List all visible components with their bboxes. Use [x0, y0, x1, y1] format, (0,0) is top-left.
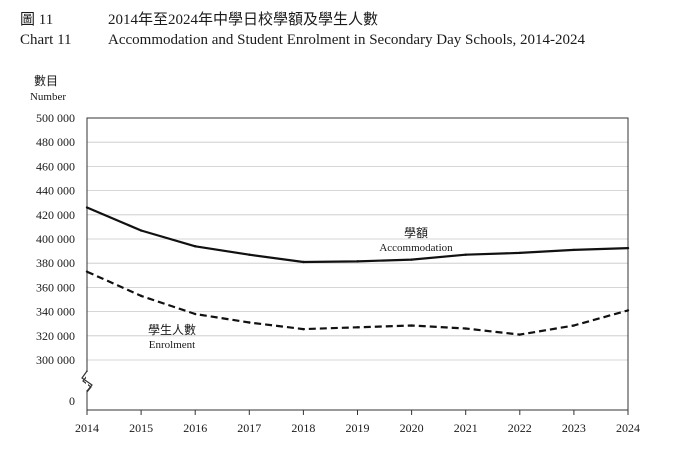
x-tick-label: 2023	[562, 421, 586, 435]
y-tick-label: 460 000	[36, 159, 75, 173]
data-point	[572, 324, 576, 327]
x-tick-label: 2014	[75, 421, 99, 435]
axes	[81, 117, 629, 415]
y-tick-label: 380 000	[36, 256, 75, 270]
data-point	[302, 327, 305, 331]
data-point	[626, 246, 630, 250]
axis-break-zigzag	[81, 370, 93, 392]
series	[85, 206, 630, 336]
chart-label-en: Chart 11	[20, 32, 72, 48]
tick-labels: 500 000 480 000 460 000 440 000 420 000 400 0…	[36, 111, 640, 435]
x-tick-label: 2020	[400, 421, 424, 435]
chart-label-cn: 圖 11	[20, 12, 54, 28]
x-tick-label: 2021	[454, 421, 478, 435]
x-tick-label: 2024	[616, 421, 640, 435]
data-point	[518, 333, 521, 336]
y-axis-title: Number	[30, 91, 66, 103]
data-point	[139, 229, 143, 232]
x-tick-label: 2022	[508, 421, 532, 435]
series-label-accommodation-en: Accommodation	[379, 242, 453, 254]
series-label-enrolment: 學生人數 Enrolment	[148, 323, 196, 351]
data-point	[572, 248, 576, 252]
x-tick-label: 2016	[183, 421, 207, 435]
data-point	[464, 253, 467, 256]
y-tick-label: 360 000	[36, 280, 75, 294]
data-point	[248, 253, 251, 256]
series-label-accommodation: 學額 Accommodation	[379, 226, 453, 254]
data-point	[85, 270, 89, 273]
series-line-accommodation	[86, 206, 629, 264]
data-point	[410, 324, 413, 327]
data-point	[356, 326, 359, 329]
x-tick-label: 2018	[291, 421, 315, 435]
y-tick-label: 440 000	[36, 184, 75, 198]
data-point	[410, 258, 413, 261]
y-tick-label: 500 000	[36, 111, 75, 125]
y-tick-label: 400 000	[36, 232, 75, 246]
data-point	[139, 294, 143, 298]
data-point	[194, 245, 197, 248]
data-point	[248, 321, 251, 324]
data-point	[464, 327, 467, 330]
y-tick-label: 0	[69, 394, 75, 408]
series-label-enrolment-cn: 學生人數	[148, 323, 196, 337]
data-point	[85, 206, 89, 209]
y-tick-label: 300 000	[36, 353, 75, 367]
series-label-enrolment-en: Enrolment	[149, 339, 195, 351]
data-point	[518, 251, 521, 255]
plot-frame	[86, 117, 629, 411]
y-tick-label: 420 000	[36, 208, 75, 222]
data-point	[194, 312, 197, 316]
data-point	[356, 260, 359, 263]
y-tick-label: 340 000	[36, 305, 75, 319]
x-tick-label: 2015	[129, 421, 153, 435]
chart-title-en: Accommodation and Student Enrolment in S…	[108, 32, 586, 48]
gridlines	[87, 141, 628, 361]
x-tick-label: 2019	[346, 421, 370, 435]
y-axis-title-cn: 數目	[34, 74, 58, 88]
chart-title-cn: 2014年至2024年中學日校學額及學生人數	[108, 12, 379, 28]
data-point	[302, 260, 305, 264]
series-label-accommodation-cn: 學額	[404, 226, 428, 240]
data-point	[626, 309, 630, 312]
y-tick-label: 320 000	[36, 329, 75, 343]
y-tick-label: 480 000	[36, 135, 75, 149]
x-tick-label: 2017	[237, 421, 261, 435]
